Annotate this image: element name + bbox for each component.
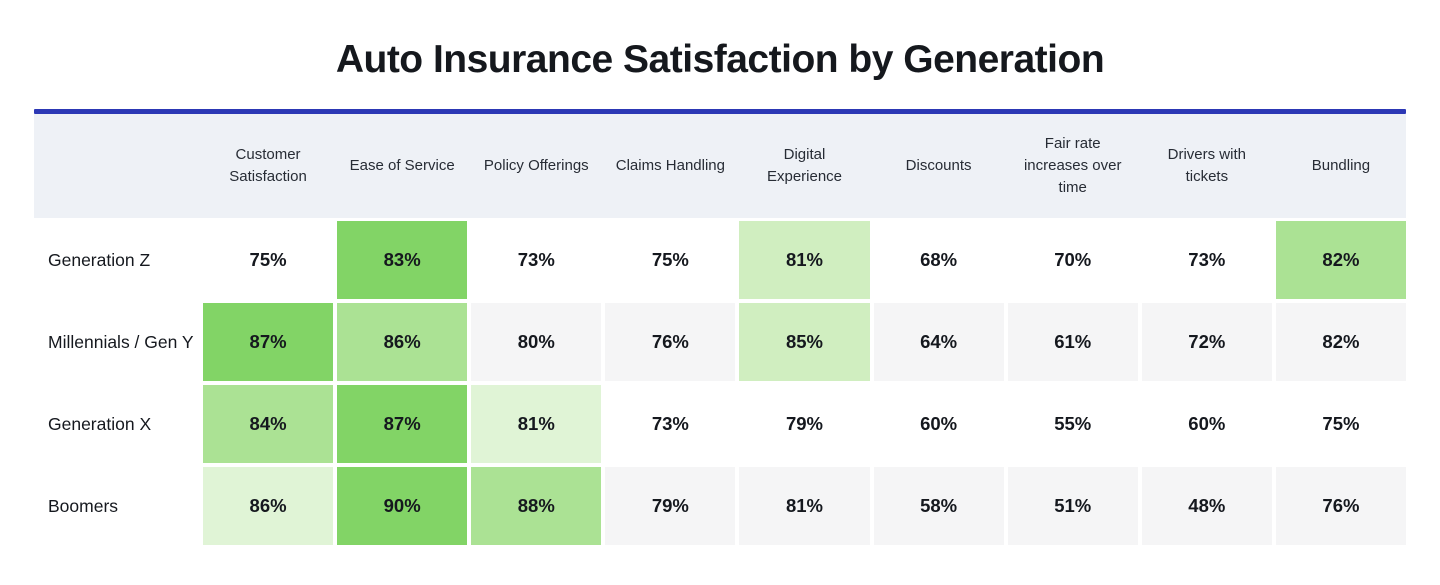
column-header: Policy Offerings xyxy=(483,157,589,175)
heatmap-table: Customer Satisfaction Ease of Service Poli… xyxy=(34,109,1406,545)
value-cell: 61% xyxy=(1007,303,1138,381)
value-cell: 82% xyxy=(1275,303,1406,381)
value-cell: 84% xyxy=(203,385,334,463)
row-label: Generation X xyxy=(48,413,152,434)
header-row: Customer Satisfaction Ease of Service Poli… xyxy=(34,114,1406,218)
value-cell: 81% xyxy=(739,467,870,545)
table-row: Millennials / Gen Y 87% 86% 80% 76% 85% 64% 61%… xyxy=(34,303,1406,381)
value-cell: 83% xyxy=(337,221,468,299)
value-cell: 87% xyxy=(203,303,334,381)
value-cell: 76% xyxy=(1275,467,1406,545)
value-cell: 85% xyxy=(739,303,870,381)
column-header: Discounts xyxy=(905,157,972,175)
column-header: Fair rate increases over time xyxy=(1023,135,1122,196)
value-cell: 75% xyxy=(1275,385,1406,463)
accent-rule xyxy=(34,109,1406,114)
value-cell: 81% xyxy=(739,221,870,299)
value-cell: 70% xyxy=(1007,221,1138,299)
value-cell: 55% xyxy=(1007,385,1138,463)
value-cell: 58% xyxy=(873,467,1004,545)
column-header: Bundling xyxy=(1311,157,1371,175)
column-header: Claims Handling xyxy=(615,157,725,175)
value-cell: 86% xyxy=(203,467,334,545)
table-row: Generation Z 75% 83% 73% 75% 81% 68% 70% 73% 82% xyxy=(34,221,1406,299)
column-header: Digital Experience xyxy=(766,146,843,185)
value-cell: 87% xyxy=(337,385,468,463)
value-cell: 68% xyxy=(873,221,1004,299)
value-cell: 81% xyxy=(471,385,602,463)
value-cell: 73% xyxy=(605,385,736,463)
value-cell: 73% xyxy=(1141,221,1272,299)
table-row: Boomers 86% 90% 88% 79% 81% 58% 51% 48% 76% xyxy=(34,467,1406,545)
value-cell: 48% xyxy=(1141,467,1272,545)
value-cell: 75% xyxy=(203,221,334,299)
value-cell: 60% xyxy=(1141,385,1272,463)
row-label: Boomers xyxy=(48,495,119,516)
chart-title: Auto Insurance Satisfaction by Generatio… xyxy=(335,38,1105,81)
value-cell: 79% xyxy=(605,467,736,545)
row-label: Millennials / Gen Y xyxy=(48,331,194,352)
value-cell: 86% xyxy=(337,303,468,381)
value-cell: 79% xyxy=(739,385,870,463)
value-cell: 64% xyxy=(873,303,1004,381)
value-cell: 76% xyxy=(605,303,736,381)
value-cell: 75% xyxy=(605,221,736,299)
value-cell: 73% xyxy=(471,221,602,299)
table-body: Generation Z 75% 83% 73% 75% 81% 68% 70% 73% 82% M… xyxy=(34,218,1406,545)
row-label: Generation Z xyxy=(48,249,151,270)
column-header: Ease of Service xyxy=(349,157,455,175)
value-cell: 88% xyxy=(471,467,602,545)
column-header: Drivers with tickets xyxy=(1167,146,1246,185)
value-cell: 82% xyxy=(1275,221,1406,299)
value-cell: 51% xyxy=(1007,467,1138,545)
value-cell: 60% xyxy=(873,385,1004,463)
table-row: Generation X 84% 87% 81% 73% 79% 60% 55% 60% 75% xyxy=(34,385,1406,463)
value-cell: 72% xyxy=(1141,303,1272,381)
value-cell: 90% xyxy=(337,467,468,545)
column-header: Customer Satisfaction xyxy=(229,146,307,185)
value-cell: 80% xyxy=(471,303,602,381)
